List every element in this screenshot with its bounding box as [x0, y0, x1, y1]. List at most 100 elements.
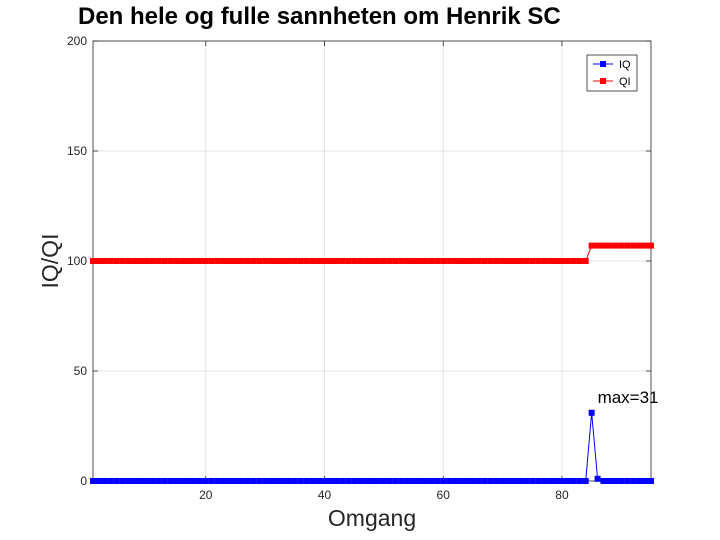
data-point-qi [95, 258, 102, 264]
data-point-iq [351, 478, 358, 484]
data-point-iq [553, 478, 560, 484]
data-point-qi [119, 258, 126, 264]
data-point-iq [374, 478, 381, 484]
data-point-qi [274, 258, 281, 264]
data-point-iq [547, 478, 554, 484]
data-point-qi [410, 258, 417, 264]
data-point-qi [256, 258, 263, 264]
data-point-qi [582, 258, 589, 264]
data-point-iq [95, 478, 102, 484]
data-point-qi [137, 258, 144, 264]
data-point-qi [440, 258, 447, 264]
data-point-iq [238, 478, 245, 484]
data-point-iq [363, 478, 370, 484]
data-point-qi [279, 258, 286, 264]
legend-marker-iq [600, 61, 606, 67]
data-point-iq [303, 478, 310, 484]
data-point-qi [190, 258, 197, 264]
y-tick-label: 50 [74, 364, 88, 378]
data-point-iq [173, 478, 180, 484]
y-axis-label: IQ/QI [37, 234, 63, 289]
x-axis-label: Omgang [328, 505, 416, 531]
data-point-iq [208, 478, 215, 484]
data-point-qi [570, 258, 577, 264]
data-point-qi [90, 258, 96, 264]
data-point-iq [606, 478, 613, 484]
data-point-qi [446, 258, 453, 264]
data-point-iq [636, 478, 643, 484]
data-point-qi [558, 258, 565, 264]
data-point-qi [173, 258, 180, 264]
legend-box [586, 54, 638, 92]
data-point-iq [386, 478, 393, 484]
data-point-qi [493, 258, 500, 264]
series-layer [90, 242, 654, 484]
data-point-iq [440, 478, 447, 484]
data-point-qi [184, 258, 191, 264]
data-point-iq [262, 478, 269, 484]
series-qi [90, 242, 654, 264]
data-point-iq [184, 478, 191, 484]
legend: IQ QI [586, 54, 638, 92]
data-point-qi [374, 258, 381, 264]
data-point-iq [125, 478, 132, 484]
data-point-qi [327, 258, 334, 264]
data-point-iq [274, 478, 281, 484]
data-point-iq [564, 478, 571, 484]
data-point-qi [452, 258, 459, 264]
data-point-iq [511, 478, 518, 484]
data-point-iq [309, 478, 316, 484]
data-point-iq [600, 478, 607, 484]
data-point-iq [345, 478, 352, 484]
data-point-qi [113, 258, 120, 264]
data-point-iq [190, 478, 197, 484]
data-point-qi [179, 258, 186, 264]
series-iq [90, 409, 654, 484]
data-point-qi [161, 258, 168, 264]
data-point-qi [131, 258, 138, 264]
y-tick-label: 200 [67, 34, 87, 48]
data-point-iq [291, 478, 298, 484]
data-point-qi [428, 258, 435, 264]
data-point-qi [511, 258, 518, 264]
annotation-layer: max=31 [598, 388, 659, 407]
data-point-qi [517, 258, 524, 264]
data-point-qi [125, 258, 132, 264]
data-point-qi [363, 258, 370, 264]
data-point-iq [202, 478, 209, 484]
data-point-qi [553, 258, 560, 264]
data-point-qi [642, 242, 649, 249]
data-point-qi [606, 242, 613, 249]
data-point-qi [481, 258, 488, 264]
data-point-qi [564, 258, 571, 264]
data-point-iq [630, 478, 637, 484]
data-point-qi [321, 258, 328, 264]
x-tick-label: 40 [318, 488, 332, 502]
data-point-qi [636, 242, 643, 249]
data-point-iq [618, 478, 625, 484]
data-point-iq [469, 478, 476, 484]
data-point-iq [268, 478, 275, 484]
data-point-iq [161, 478, 168, 484]
annotation: max=31 [598, 388, 659, 407]
data-point-iq [167, 478, 174, 484]
data-point-qi [469, 258, 476, 264]
legend-label-qi: QI [619, 76, 631, 88]
data-point-iq [535, 478, 542, 484]
data-point-iq [475, 478, 482, 484]
data-point-iq [131, 478, 138, 484]
data-point-qi [149, 258, 156, 264]
data-point-qi [250, 258, 257, 264]
data-point-qi [416, 258, 423, 264]
data-point-qi [238, 258, 245, 264]
data-point-qi [594, 242, 601, 249]
data-point-iq [137, 478, 144, 484]
data-point-iq [416, 478, 423, 484]
data-point-qi [268, 258, 275, 264]
data-point-qi [291, 258, 298, 264]
data-point-iq [570, 478, 577, 484]
data-point-iq [380, 478, 387, 484]
data-point-iq [321, 478, 328, 484]
data-point-qi [618, 242, 625, 249]
legend-label-iq: IQ [619, 59, 631, 71]
